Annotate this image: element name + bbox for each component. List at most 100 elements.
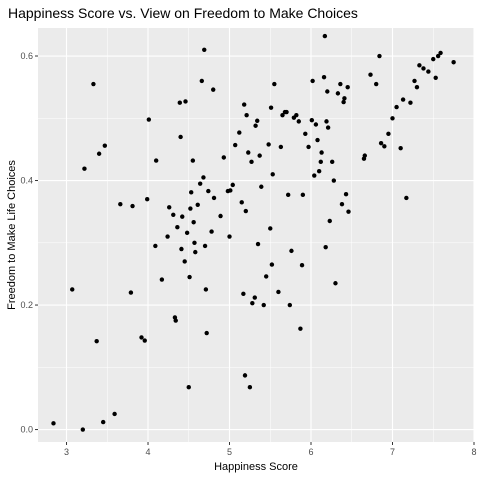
data-point — [386, 132, 390, 136]
data-point — [342, 96, 346, 100]
data-point — [129, 290, 133, 294]
data-point — [398, 146, 402, 150]
data-point — [315, 138, 319, 142]
data-point — [244, 209, 248, 213]
x-tick-label: 4 — [146, 447, 151, 457]
data-point — [51, 421, 55, 425]
data-point — [160, 277, 164, 281]
data-point — [433, 76, 437, 80]
data-point — [319, 160, 323, 164]
data-point — [345, 85, 349, 89]
data-point — [394, 105, 398, 109]
data-point — [328, 219, 332, 223]
data-point — [379, 141, 383, 145]
data-point — [241, 292, 245, 296]
data-point — [401, 97, 405, 101]
data-point — [154, 158, 158, 162]
data-point — [253, 295, 257, 299]
data-point — [250, 301, 254, 305]
data-point — [264, 274, 268, 278]
data-point — [323, 34, 327, 38]
data-point — [298, 326, 302, 330]
data-point — [306, 145, 310, 149]
data-point — [390, 116, 394, 120]
data-point — [338, 82, 342, 86]
data-point — [417, 63, 421, 67]
x-axis-ticks: 3 4 5 6 7 8 — [64, 442, 476, 457]
data-point — [284, 110, 288, 114]
data-point — [178, 135, 182, 139]
y-tick-label: 0.6 — [20, 51, 33, 61]
data-point — [269, 105, 273, 109]
data-point — [431, 57, 435, 61]
data-point — [103, 143, 107, 147]
data-point — [97, 152, 101, 156]
data-point — [139, 335, 143, 339]
data-point — [112, 412, 116, 416]
data-point — [312, 173, 316, 177]
x-axis-title: Happiness Score — [214, 461, 298, 473]
data-point — [187, 385, 191, 389]
data-point — [198, 181, 202, 185]
y-tick-label: 0.2 — [20, 300, 33, 310]
data-point — [237, 130, 241, 134]
data-point — [325, 89, 329, 93]
data-point — [289, 249, 293, 253]
data-point — [218, 214, 222, 218]
data-point — [228, 188, 232, 192]
data-point — [178, 101, 182, 105]
data-point — [333, 281, 337, 285]
data-point — [323, 245, 327, 249]
data-point — [271, 172, 275, 176]
data-point — [408, 101, 412, 105]
data-point — [185, 231, 189, 235]
data-point — [233, 143, 237, 147]
data-point — [279, 145, 283, 149]
data-point — [201, 175, 205, 179]
data-point — [368, 72, 372, 76]
data-point — [204, 287, 208, 291]
data-point — [182, 259, 186, 263]
data-point — [196, 203, 200, 207]
data-point — [187, 275, 191, 279]
data-point — [272, 82, 276, 86]
x-tick-label: 6 — [309, 447, 314, 457]
data-point — [94, 339, 98, 343]
data-point — [242, 102, 246, 106]
data-point — [240, 200, 244, 204]
data-point — [82, 166, 86, 170]
data-point — [189, 190, 193, 194]
data-point — [270, 262, 274, 266]
data-point — [301, 193, 305, 197]
data-point — [259, 185, 263, 189]
data-point — [324, 119, 328, 123]
data-point — [319, 150, 323, 154]
data-point — [191, 158, 195, 162]
data-point — [101, 420, 105, 424]
data-point — [303, 132, 307, 136]
data-point — [255, 119, 259, 123]
data-point — [246, 150, 250, 154]
data-point — [330, 160, 334, 164]
data-point — [374, 82, 378, 86]
data-point — [231, 183, 235, 187]
data-point — [153, 244, 157, 248]
data-point — [415, 85, 419, 89]
data-point — [256, 242, 260, 246]
data-point — [191, 220, 195, 224]
x-tick-label: 8 — [471, 447, 476, 457]
data-point — [167, 205, 171, 209]
y-tick-label: 0.0 — [20, 425, 33, 435]
data-point — [322, 75, 326, 79]
data-point — [147, 117, 151, 121]
data-point — [183, 99, 187, 103]
data-point — [344, 192, 348, 196]
data-point — [209, 229, 213, 233]
data-point — [286, 193, 290, 197]
data-point — [253, 124, 257, 128]
data-point — [412, 79, 416, 83]
data-point — [192, 241, 196, 245]
data-point — [310, 118, 314, 122]
